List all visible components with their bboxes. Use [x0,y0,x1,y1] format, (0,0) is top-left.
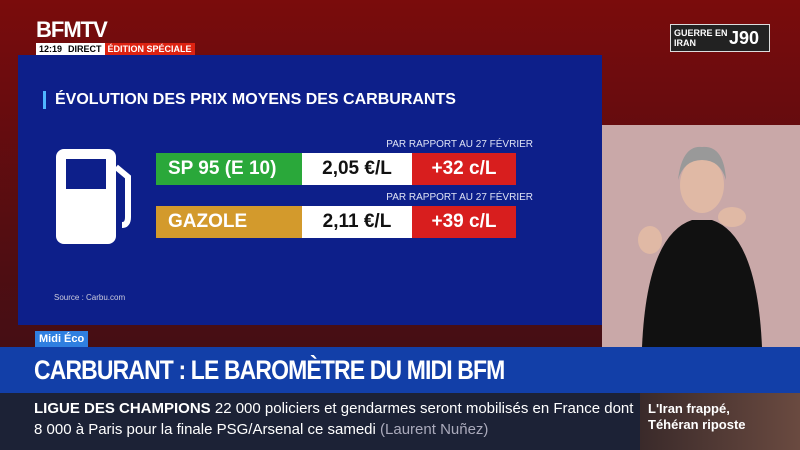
ticker-attribution: (Laurent Nuñez) [380,421,489,438]
edition: ÉDITION SPÉCIALE [104,43,195,55]
badge-title: GUERRE EN IRAN [674,28,728,48]
panel: ÉVOLUTION DES PRIX MOYENS DES CARBURANTS… [18,55,602,325]
ticker: LIGUE DES CHAMPIONS 22 000 policiers et … [0,393,640,450]
fuel-name: GAZOLE [156,206,302,238]
badge: GUERRE EN IRAN J90 [670,24,770,52]
row-note: PAR RAPPORT AU 27 FÉVRIER [386,139,533,150]
headline: CARBURANT : LE BAROMÈTRE DU MIDI BFM [34,355,505,385]
change: +39 c/L [412,206,516,238]
panel-title: ÉVOLUTION DES PRIX MOYENS DES CARBURANTS [55,91,456,108]
fuel-name: SP 95 (E 10) [156,153,302,185]
signer [638,146,762,347]
badge-day: J90 [729,27,760,48]
change: +32 c/L [412,153,516,185]
signer-area [602,125,800,347]
ticker-text: 22 000 policiers et gendarmes seront mob… [34,400,634,438]
fuel-row: SP 95 (E 10) 2,05 €/L +32 c/L [156,153,516,185]
time: 12:19 [36,43,66,55]
live-strip: 12:19 DIRECT ÉDITION SPÉCIALE [36,43,195,55]
price: 2,05 €/L [302,153,412,185]
ticker-topic: LIGUE DES CHAMPIONS [34,400,211,417]
promo-text: L'Iran frappé, Téhéran riposte [648,401,746,432]
fuel-pump-icon [56,149,131,244]
source: Source : Carbu.com [54,293,126,302]
row-note: PAR RAPPORT AU 27 FÉVRIER [386,192,533,203]
price: 2,11 €/L [302,206,412,238]
logo: BFMTV [36,17,108,42]
headline-bar: CARBURANT : LE BAROMÈTRE DU MIDI BFM [0,347,800,393]
tag: Midi Éco [35,331,89,347]
title-bar [43,91,46,109]
promo: L'Iran frappé, Téhéran riposte [640,393,800,450]
live: DIRECT [65,43,105,55]
fuel-row: GAZOLE 2,11 €/L +39 c/L [156,206,516,238]
